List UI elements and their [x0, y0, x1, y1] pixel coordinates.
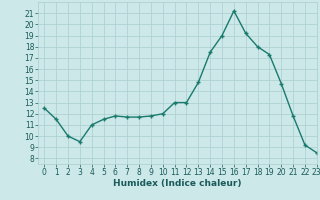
- X-axis label: Humidex (Indice chaleur): Humidex (Indice chaleur): [113, 179, 242, 188]
